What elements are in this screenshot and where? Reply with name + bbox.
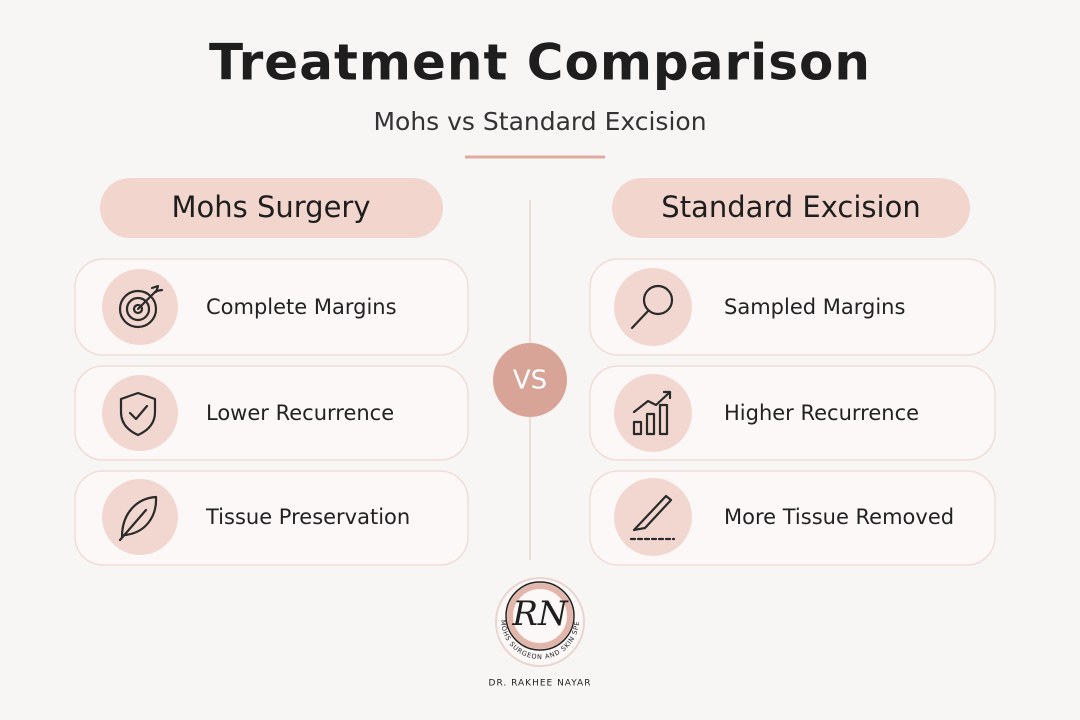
icon-part bbox=[119, 391, 157, 437]
icon-part bbox=[632, 420, 643, 436]
icon-part bbox=[118, 508, 148, 542]
icon-part bbox=[118, 289, 158, 329]
item-label: Sampled Margins bbox=[724, 295, 905, 319]
icon bbox=[118, 495, 158, 542]
icon-part bbox=[507, 583, 573, 649]
heading-pill bbox=[612, 178, 970, 238]
heading-pill bbox=[100, 178, 443, 238]
subtitle: Mohs vs Standard Excision bbox=[373, 107, 706, 136]
item-label: Complete Margins bbox=[206, 295, 397, 319]
column-heading: Mohs Surgery bbox=[171, 190, 370, 224]
item-label: More Tissue Removed bbox=[724, 505, 954, 529]
item-card bbox=[74, 470, 469, 566]
logo-monogram: RN bbox=[511, 594, 569, 634]
item-card bbox=[589, 470, 996, 566]
item-card bbox=[74, 365, 469, 461]
item-card bbox=[74, 258, 469, 356]
icon-part bbox=[630, 309, 650, 330]
title: Treatment Comparison bbox=[209, 34, 871, 92]
icon bbox=[630, 284, 674, 330]
icon-part bbox=[505, 581, 575, 651]
vs-badge bbox=[493, 343, 567, 417]
icon bbox=[119, 391, 157, 437]
item-label: Lower Recurrence bbox=[206, 401, 394, 425]
icon-circle bbox=[614, 478, 692, 556]
icon-part bbox=[645, 412, 656, 436]
icon-part bbox=[128, 404, 149, 421]
logo-name: DR. RAKHEE NAYAR bbox=[489, 679, 592, 689]
icon-part bbox=[136, 284, 164, 311]
icon-part bbox=[120, 495, 158, 539]
item-label: Higher Recurrence bbox=[724, 401, 919, 425]
icon-part bbox=[132, 303, 144, 315]
icon bbox=[632, 390, 672, 436]
vs-label: VS bbox=[513, 366, 547, 396]
icon bbox=[118, 284, 164, 329]
icon-part bbox=[632, 494, 673, 532]
icon-circle bbox=[614, 268, 692, 346]
icon-part bbox=[125, 296, 151, 322]
icon-part bbox=[658, 403, 669, 436]
column-heading: Standard Excision bbox=[661, 190, 920, 224]
item-card bbox=[589, 258, 996, 356]
right-items: Sampled Margins Higher Recurrence More T… bbox=[589, 258, 996, 566]
icon-part bbox=[642, 284, 674, 316]
icon bbox=[629, 494, 676, 541]
item-label: Tissue Preservation bbox=[205, 505, 410, 529]
icon-part bbox=[632, 390, 672, 414]
item-card bbox=[589, 365, 996, 461]
left-items: Complete Margins Lower Recurrence Tissue… bbox=[74, 258, 469, 566]
